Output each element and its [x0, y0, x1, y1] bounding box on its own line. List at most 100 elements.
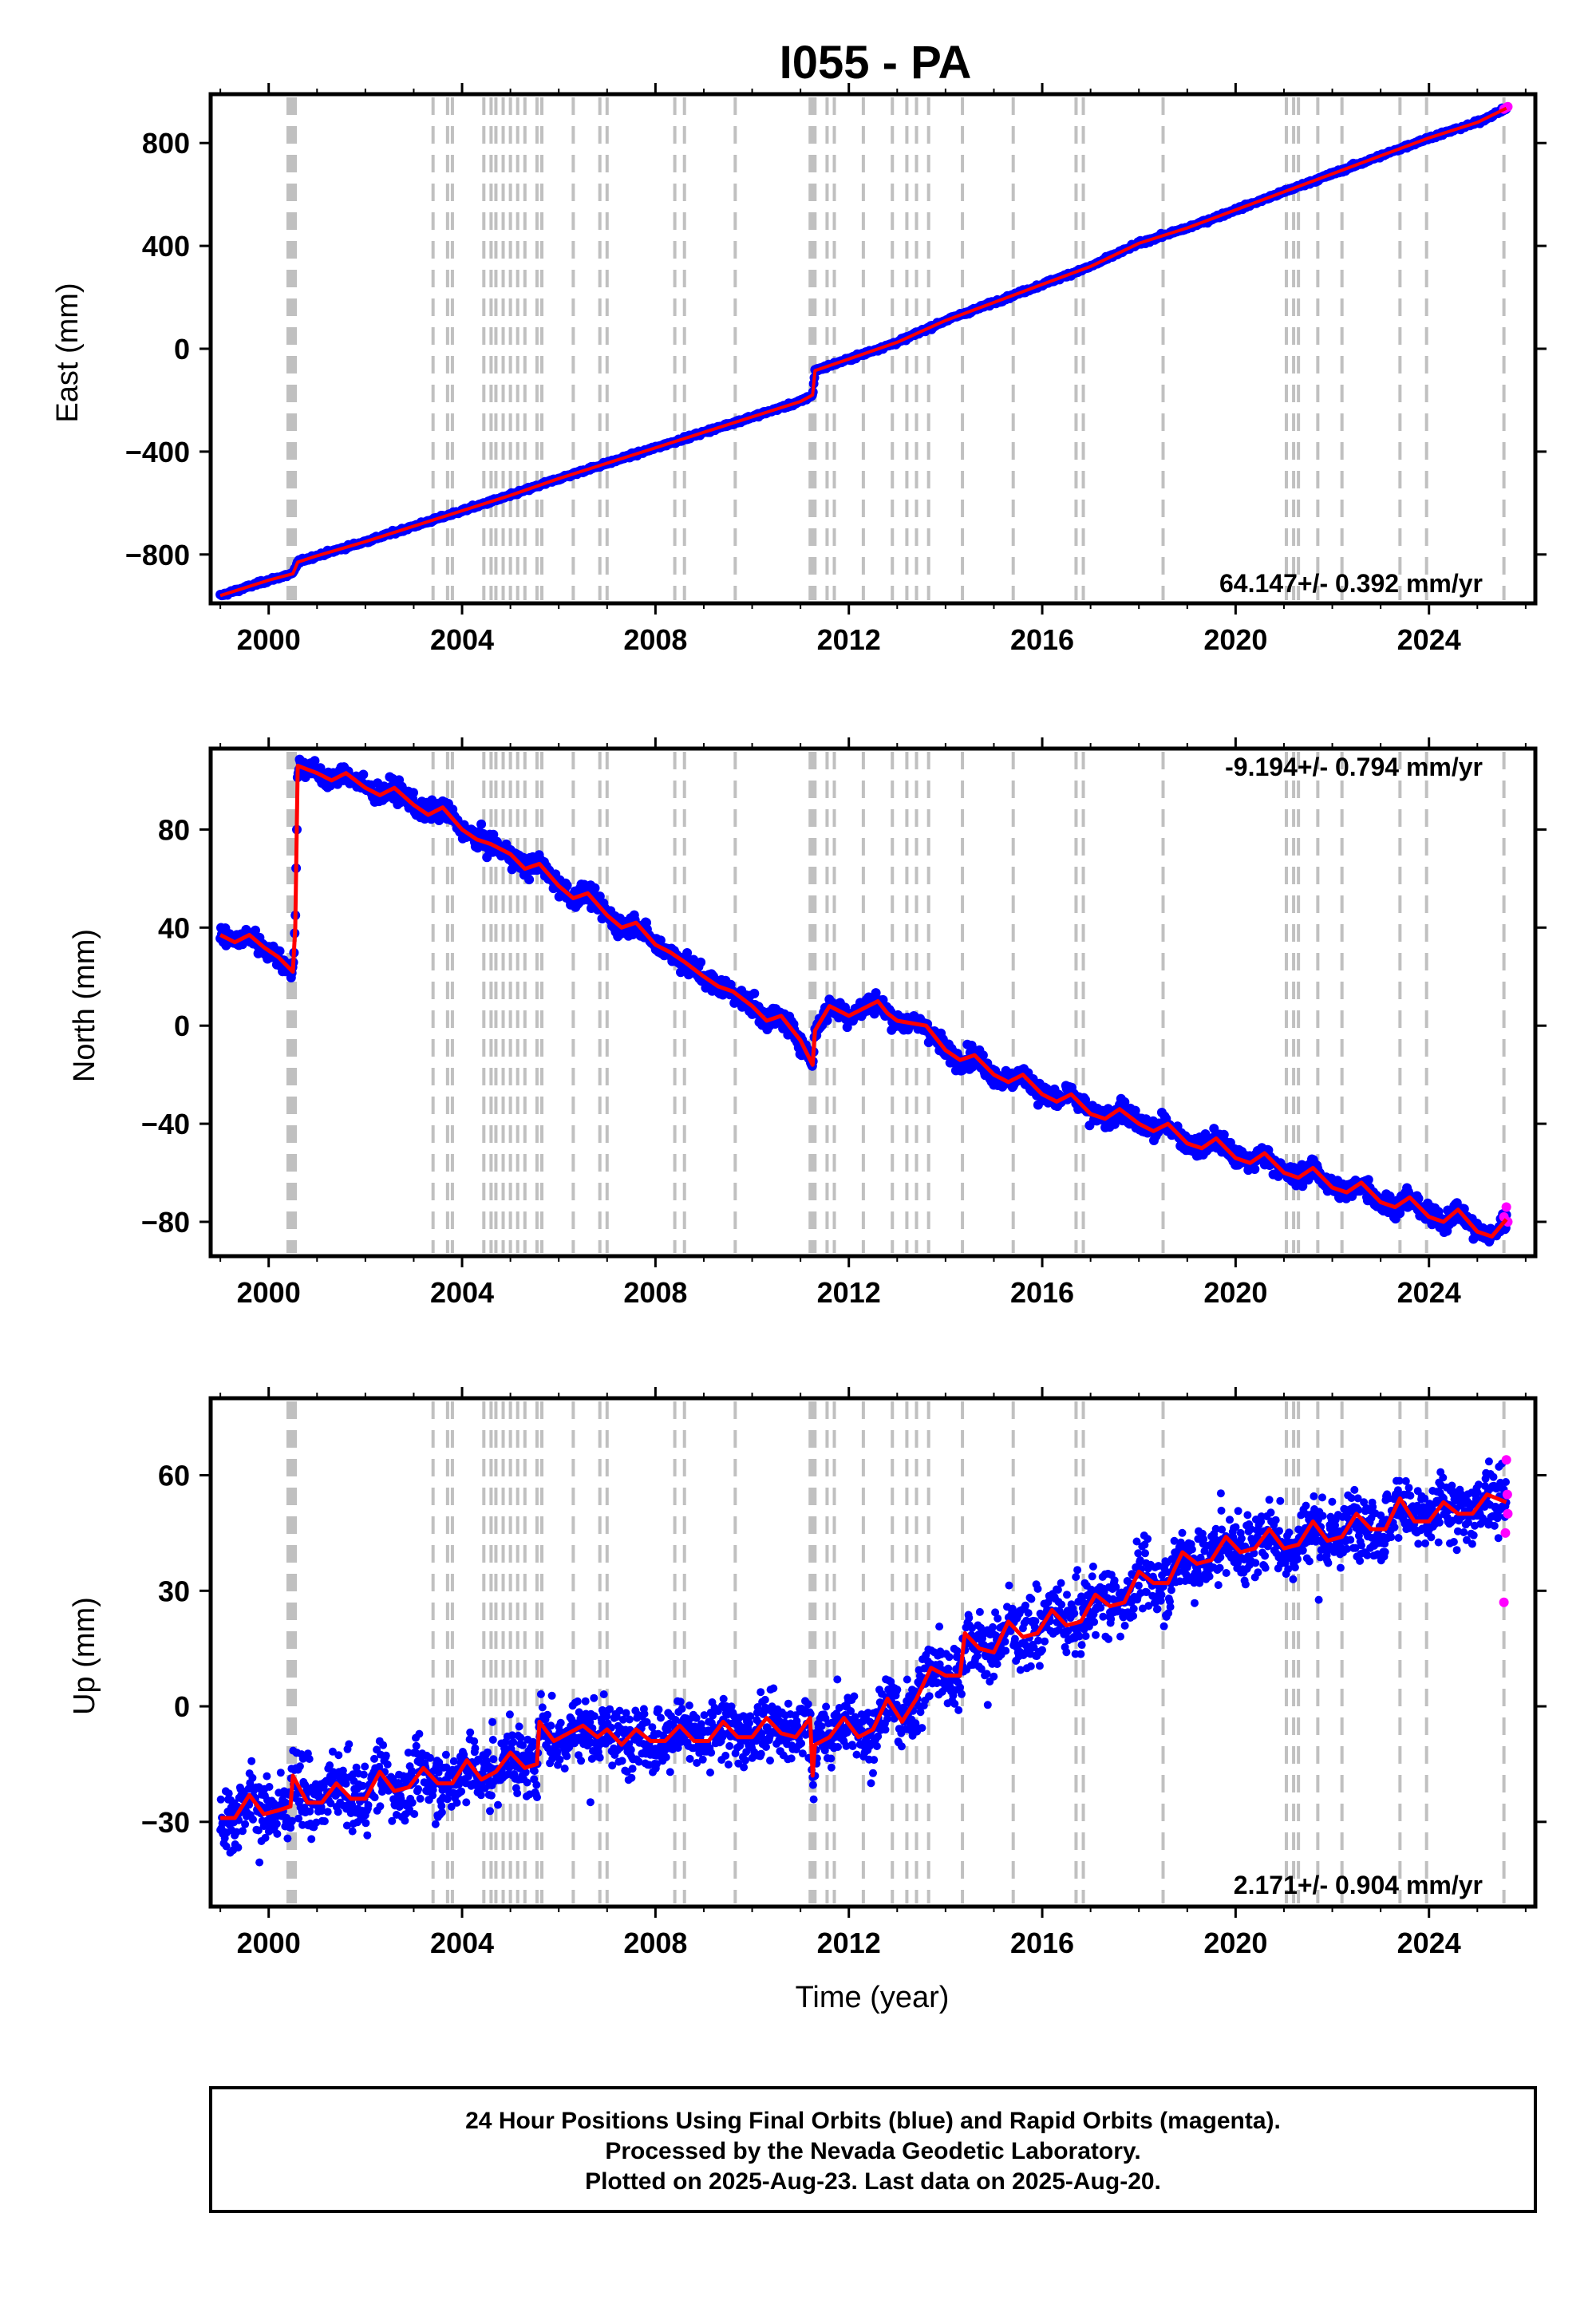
north-final-orbit-point	[275, 946, 285, 956]
up-final-orbit-point	[361, 1762, 369, 1771]
up-final-orbit-point	[706, 1769, 714, 1777]
up-final-orbit-point	[234, 1844, 243, 1852]
up-final-orbit-point	[434, 1769, 443, 1777]
up-final-orbit-point	[508, 1731, 516, 1740]
up-final-orbit-point	[288, 1816, 296, 1825]
up-final-orbit-point	[693, 1759, 701, 1767]
up-final-orbit-point	[707, 1749, 716, 1757]
north-x-tick-label: 2004	[430, 1276, 494, 1309]
up-final-orbit-point	[449, 1757, 458, 1765]
up-final-orbit-point	[740, 1763, 749, 1772]
up-final-orbit-point	[282, 1798, 290, 1807]
up-final-orbit-point	[320, 1817, 329, 1825]
up-final-orbit-point	[627, 1773, 636, 1782]
up-final-orbit-point	[370, 1754, 378, 1763]
up-final-orbit-point	[342, 1821, 351, 1830]
up-final-orbit-point	[298, 1754, 307, 1763]
up-final-orbit-point	[697, 1720, 705, 1729]
up-final-orbit-point	[521, 1768, 530, 1777]
up-final-orbit-point	[486, 1807, 494, 1816]
up-final-orbit-point	[487, 1791, 496, 1800]
up-final-orbit-point	[741, 1756, 749, 1765]
east-model-path	[219, 106, 1507, 598]
up-final-orbit-point	[476, 1791, 485, 1800]
up-final-orbit-point	[608, 1761, 617, 1770]
north-model-line	[219, 764, 1508, 1239]
up-final-orbit-point	[642, 1717, 651, 1726]
up-final-orbit-point	[254, 1826, 263, 1835]
up-final-orbit-point	[505, 1710, 514, 1719]
up-final-orbit-point	[547, 1691, 556, 1700]
up-final-orbit-point	[599, 1690, 608, 1698]
up-final-orbit-point	[648, 1723, 657, 1732]
north-final-orbit-point	[1130, 1105, 1140, 1116]
up-final-orbit-point	[725, 1741, 734, 1750]
up-final-orbit-point	[727, 1702, 736, 1711]
east-x-tick-label: 2016	[1010, 623, 1074, 656]
up-final-orbit-point	[746, 1712, 755, 1721]
up-final-orbit-point	[408, 1798, 417, 1807]
up-final-orbit-point	[263, 1772, 271, 1780]
up-final-orbit-point	[318, 1807, 326, 1815]
up-final-orbit-point	[555, 1755, 564, 1764]
up-final-orbit-point	[286, 1824, 295, 1832]
north-final-orbit-point	[476, 819, 487, 829]
east-y-tick-label: 0	[174, 333, 190, 366]
up-final-orbit-point	[634, 1757, 643, 1766]
east-x-tick-label: 2024	[1397, 623, 1461, 656]
north-rapid-orbit-point	[1501, 1202, 1511, 1212]
up-final-orbit-point	[431, 1820, 440, 1828]
north-plot-frame	[208, 746, 1538, 1259]
up-final-orbit-point	[556, 1718, 565, 1727]
up-final-orbit-point	[216, 1795, 225, 1804]
up-final-orbit-point	[470, 1737, 479, 1745]
up-final-orbit-point	[295, 1797, 304, 1806]
east-axes: 2000 2004 2008 2012 2016 2020 2024−800−4000400…	[125, 83, 1547, 656]
north-x-tick-label: 2008	[623, 1276, 687, 1309]
east-y-axis-label: East (mm)	[51, 283, 85, 422]
north-final-orbit-point	[696, 957, 706, 967]
up-final-orbit-point	[294, 1814, 303, 1823]
north-final-orbit-point	[251, 925, 260, 935]
north-y-tick-label: −80	[141, 1206, 190, 1239]
north-y-tick-label: 40	[158, 911, 190, 944]
up-final-orbit-point	[437, 1808, 446, 1816]
up-final-orbit-point	[326, 1799, 335, 1808]
up-final-orbit-point	[239, 1827, 247, 1836]
up-final-orbit-point	[326, 1761, 334, 1769]
up-final-orbit-point	[618, 1757, 626, 1765]
up-final-orbit-point	[338, 1766, 347, 1775]
north-y-tick-label: 80	[158, 813, 190, 846]
north-y-axis-label: North (mm)	[68, 929, 101, 1082]
north-final-orbit-point	[682, 948, 693, 958]
up-final-orbit-point	[509, 1738, 518, 1746]
north-final-orbit-point	[1363, 1175, 1373, 1185]
north-x-tick-label: 2020	[1203, 1276, 1267, 1309]
north-x-tick-label: 2000	[237, 1276, 301, 1309]
up-final-orbit-point	[625, 1715, 634, 1724]
east-final-orbit-points	[215, 103, 1511, 601]
up-final-orbit-point	[334, 1808, 342, 1816]
up-final-orbit-point	[408, 1767, 417, 1775]
up-final-orbit-point	[505, 1764, 514, 1773]
north-y-tick-label: 0	[174, 1010, 190, 1042]
up-final-orbit-point	[489, 1755, 498, 1764]
east-x-tick-label: 2020	[1203, 623, 1267, 656]
up-final-orbit-point	[435, 1758, 444, 1767]
up-final-orbit-point	[416, 1794, 425, 1803]
up-final-orbit-point	[375, 1762, 384, 1771]
up-final-orbit-point	[685, 1754, 694, 1763]
up-final-orbit-point	[657, 1713, 665, 1722]
up-final-orbit-point	[247, 1757, 256, 1765]
up-final-orbit-point	[724, 1761, 733, 1769]
north-final-orbit-point	[655, 935, 666, 946]
up-final-orbit-point	[307, 1835, 316, 1844]
up-final-orbit-point	[577, 1757, 586, 1765]
up-final-orbit-point	[653, 1760, 661, 1769]
up-final-orbit-point	[457, 1787, 466, 1796]
up-final-orbit-point	[692, 1713, 701, 1722]
north-x-tick-label: 2016	[1010, 1276, 1074, 1309]
figure-title: I055 - PA	[780, 37, 972, 89]
up-final-orbit-point	[379, 1741, 388, 1749]
